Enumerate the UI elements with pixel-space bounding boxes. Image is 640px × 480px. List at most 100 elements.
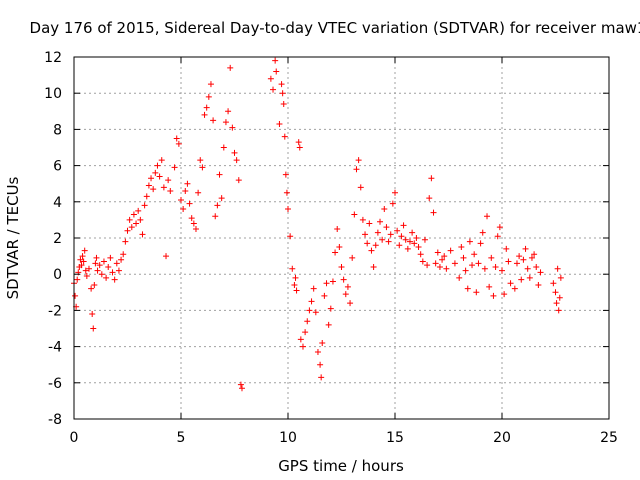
data-point (439, 256, 446, 263)
data-point (143, 193, 150, 200)
y-tick-label: 6 (53, 159, 62, 175)
data-point (207, 81, 214, 88)
y-tick-label: 12 (44, 50, 62, 66)
data-point (93, 254, 100, 261)
data-point (291, 282, 298, 289)
data-point (321, 292, 328, 299)
data-point (79, 253, 86, 260)
data-point (115, 267, 122, 274)
data-point (426, 195, 433, 202)
y-tick-label: -2 (48, 303, 62, 319)
data-point (325, 321, 332, 328)
data-point (531, 251, 538, 258)
axis-ticks (73, 56, 610, 420)
data-point (124, 227, 131, 234)
data-point (175, 140, 182, 147)
data-point (190, 220, 197, 227)
x-tick-label: 0 (70, 430, 79, 446)
data-point (415, 244, 422, 251)
data-point (364, 240, 371, 247)
data-point (413, 235, 420, 241)
data-point (533, 263, 540, 270)
data-point (235, 177, 242, 184)
data-point (205, 93, 212, 100)
data-point (398, 233, 405, 240)
data-point (267, 75, 274, 82)
data-point (282, 171, 289, 178)
data-point (186, 200, 193, 207)
data-point (317, 361, 324, 368)
data-point (216, 171, 223, 178)
data-point (188, 215, 195, 222)
y-axis-label: SDTVAR / TECUs (4, 176, 22, 299)
data-point (443, 265, 450, 272)
data-point (353, 166, 360, 173)
data-point (535, 282, 542, 289)
data-point (214, 202, 221, 209)
data-point (238, 385, 245, 392)
x-tick-label: 15 (386, 430, 404, 446)
data-point (481, 265, 488, 272)
data-point (334, 225, 341, 232)
data-point (436, 263, 443, 270)
data-point (490, 292, 497, 299)
data-point (501, 291, 508, 298)
data-point (199, 164, 206, 171)
data-point (77, 256, 84, 263)
data-point (82, 267, 89, 274)
data-point (283, 189, 290, 196)
data-point (396, 242, 403, 249)
data-point (304, 318, 311, 325)
data-point (466, 238, 473, 245)
data-point (460, 254, 467, 261)
data-point (417, 251, 424, 258)
data-point (434, 249, 441, 256)
data-point (524, 265, 531, 272)
data-point (310, 285, 317, 292)
data-point (83, 273, 90, 280)
data-point (379, 236, 386, 243)
data-point (195, 189, 202, 196)
data-point (377, 218, 384, 225)
data-point (295, 139, 302, 146)
data-point (554, 265, 561, 272)
data-point (163, 253, 170, 260)
data-point (550, 280, 557, 287)
data-point (293, 287, 300, 294)
data-points (71, 57, 564, 392)
data-point (505, 258, 512, 265)
data-point (165, 177, 172, 184)
data-point (229, 124, 236, 131)
data-point (156, 173, 163, 180)
data-point (338, 263, 345, 270)
data-point (347, 300, 354, 307)
data-point (103, 274, 110, 281)
data-point (231, 149, 238, 156)
data-point (210, 117, 217, 124)
data-point (92, 260, 99, 267)
data-point (160, 184, 167, 191)
data-point (419, 258, 426, 265)
data-point (74, 276, 81, 283)
data-point (233, 157, 240, 164)
data-point (220, 144, 227, 151)
data-point (499, 267, 505, 274)
data-point (349, 254, 356, 261)
data-point (105, 263, 112, 270)
data-point (494, 233, 501, 240)
data-point (81, 247, 88, 254)
data-point (312, 309, 319, 316)
data-point (107, 254, 114, 261)
data-point (218, 195, 225, 202)
data-point (344, 283, 351, 290)
y-tick-label: 8 (53, 122, 62, 138)
x-tick-label: 10 (279, 430, 297, 446)
data-point (430, 209, 437, 216)
data-point (389, 200, 396, 207)
data-point (381, 206, 388, 213)
data-point (85, 265, 92, 272)
data-point (100, 258, 107, 265)
data-point (471, 251, 478, 258)
data-point (109, 269, 116, 276)
data-point (479, 229, 486, 236)
